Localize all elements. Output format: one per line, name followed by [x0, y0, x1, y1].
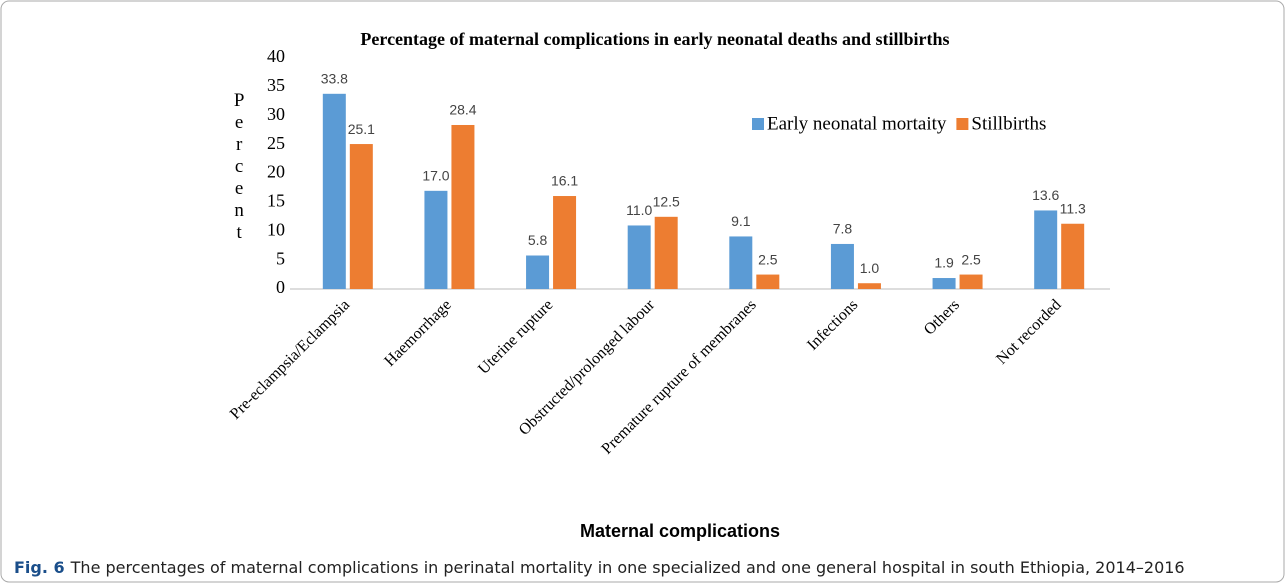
y-tick-label: 0 — [276, 277, 285, 297]
y-tick-label: 35 — [267, 75, 285, 95]
y-tick-label: 5 — [276, 248, 285, 268]
legend-swatch — [956, 118, 969, 130]
value-label: 12.5 — [653, 194, 680, 210]
bar — [526, 255, 550, 289]
bar — [654, 216, 678, 289]
x-tick-label: Not recorded — [993, 296, 1064, 367]
bar — [1034, 210, 1058, 289]
bar — [729, 236, 753, 289]
value-label: 1.9 — [934, 255, 954, 271]
y-tick-label: 25 — [267, 133, 285, 153]
value-label: 11.0 — [626, 202, 652, 218]
bar — [932, 278, 956, 289]
bar — [959, 274, 983, 289]
value-label: 1.0 — [860, 260, 880, 276]
value-label: 7.8 — [833, 221, 853, 237]
bar — [322, 93, 346, 290]
y-tick-label: 40 — [267, 46, 285, 66]
x-tick-label: Haemorrhage — [381, 296, 455, 370]
y-tick-label: 10 — [267, 219, 285, 239]
value-label: 5.8 — [528, 232, 548, 248]
value-label: 2.5 — [961, 251, 981, 267]
legend-label: Stillbirths — [971, 113, 1046, 134]
x-tick-label: Uterine rupture — [475, 296, 556, 377]
value-label: 16.1 — [551, 173, 578, 189]
bar — [349, 144, 373, 289]
x-tick-label: Infections — [804, 296, 861, 353]
caption-label: Fig. 6 — [14, 558, 65, 577]
bar — [627, 225, 651, 289]
x-axis-label: Maternal complications — [580, 521, 780, 541]
bar — [424, 190, 448, 289]
legend-swatch — [752, 118, 764, 130]
legend-label: Early neonatal mortaity — [767, 113, 947, 134]
y-tick-label: 30 — [267, 104, 285, 124]
value-label: 9.1 — [731, 213, 751, 229]
caption: Fig. 6 The percentages of maternal compli… — [14, 558, 1185, 577]
bar — [553, 196, 577, 289]
y-tick-label: 15 — [267, 191, 285, 211]
bar — [451, 124, 475, 290]
chart-title: Percentage of maternal complications in … — [360, 29, 950, 49]
y-axis-label: Percent — [229, 90, 250, 244]
caption-text: The percentages of maternal complication… — [70, 558, 1185, 577]
value-label: 25.1 — [348, 121, 375, 137]
bar — [756, 274, 780, 289]
value-label: 28.4 — [449, 102, 476, 118]
value-label: 13.6 — [1032, 187, 1059, 203]
bar — [1061, 223, 1085, 289]
value-label: 11.3 — [1060, 200, 1086, 216]
value-label: 33.8 — [321, 71, 348, 87]
bar — [857, 283, 881, 289]
y-tick-label: 20 — [267, 162, 285, 182]
value-label: 2.5 — [758, 251, 778, 267]
x-tick-label: Pre-eclampsia/Eclampsia — [227, 296, 353, 422]
value-label: 17.0 — [422, 168, 449, 184]
x-tick-label: Others — [921, 296, 963, 338]
bar — [830, 243, 854, 289]
